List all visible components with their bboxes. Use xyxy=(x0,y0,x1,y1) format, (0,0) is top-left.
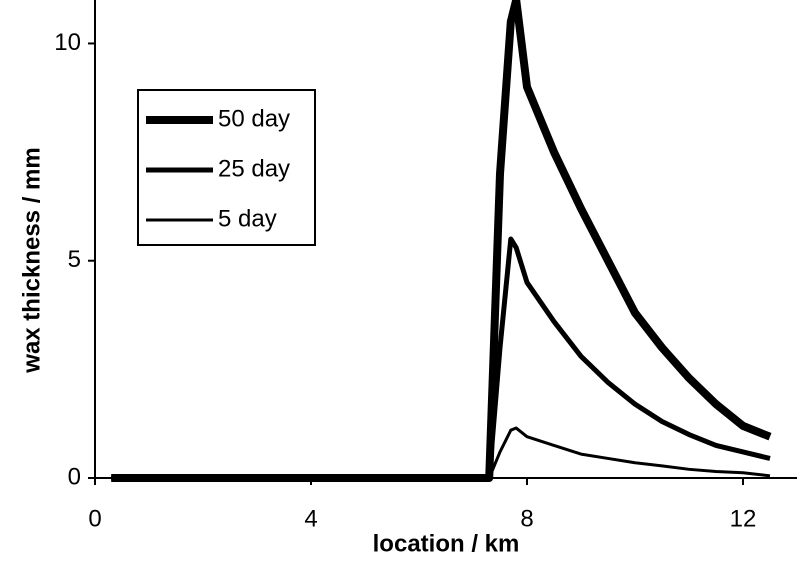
y-tick-label: 5 xyxy=(68,246,81,273)
x-tick-label: 12 xyxy=(730,505,757,532)
x-axis-label: location / km xyxy=(373,530,520,557)
y-tick-label: 10 xyxy=(54,29,81,56)
x-tick-label: 4 xyxy=(304,505,317,532)
x-tick-label: 0 xyxy=(88,505,101,532)
series-line xyxy=(111,0,772,482)
series-line xyxy=(111,236,771,481)
legend-label: 25 day xyxy=(218,155,290,182)
y-axis-label: wax thickness / mm xyxy=(18,147,45,373)
x-tick-label: 8 xyxy=(520,505,533,532)
legend-label: 50 day xyxy=(218,105,290,132)
y-tick-label: 0 xyxy=(68,463,81,490)
series-line xyxy=(111,426,771,480)
legend-label: 5 day xyxy=(218,205,277,232)
